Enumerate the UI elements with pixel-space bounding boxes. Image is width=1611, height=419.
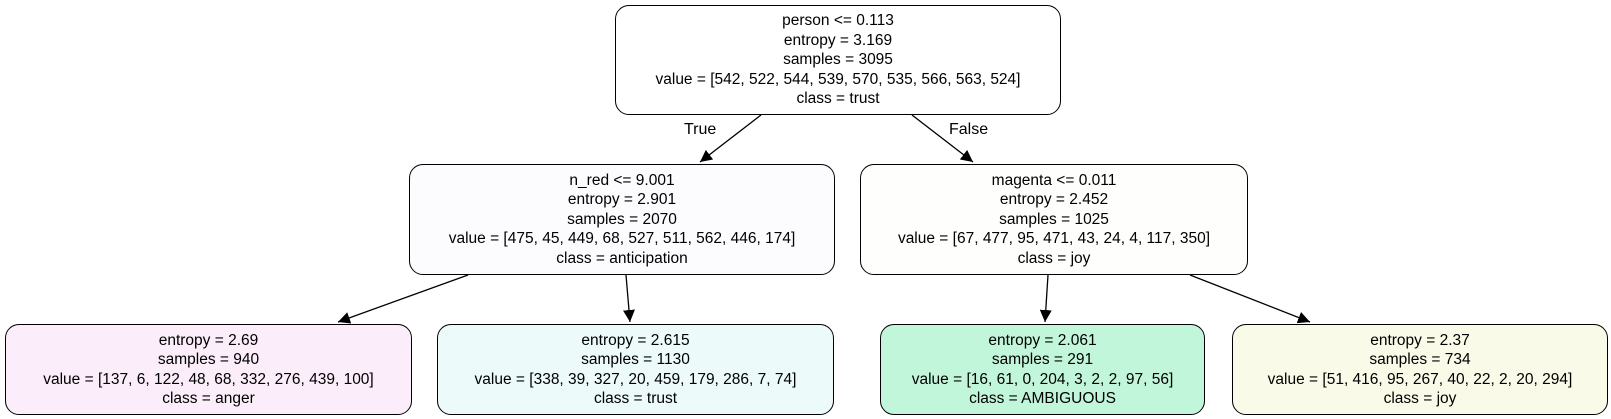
edge-root-left	[699, 114, 762, 163]
tree-node-root: person <= 0.113 entropy = 3.169 samples …	[615, 5, 1061, 115]
node-entropy: entropy = 2.061	[988, 331, 1097, 349]
node-condition: n_red <= 9.001	[569, 171, 675, 189]
node-entropy: entropy = 3.169	[783, 31, 893, 49]
node-class: class = anticipation	[556, 249, 688, 267]
node-class: class = AMBIGUOUS	[969, 390, 1116, 407]
node-entropy: entropy = 2.901	[567, 191, 677, 209]
tree-leaf-rr: entropy = 2.37 samples = 734 value = [51…	[1232, 324, 1608, 415]
node-samples: samples = 3095	[783, 51, 893, 69]
node-class: class = trust	[796, 90, 880, 108]
tree-node-right: magenta <= 0.011 entropy = 2.452 samples…	[860, 164, 1248, 275]
node-condition: magenta <= 0.011	[991, 171, 1117, 189]
tree-leaf-ll: entropy = 2.69 samples = 940 value = [13…	[5, 324, 412, 415]
edge-label-true: True	[684, 121, 717, 138]
node-samples: samples = 1025	[999, 210, 1109, 228]
node-value: value = [16, 61, 0, 204, 3, 2, 2, 97, 56…	[911, 370, 1174, 388]
node-samples: samples = 291	[991, 351, 1094, 368]
edge-right-rr	[1189, 274, 1311, 324]
node-value: value = [51, 416, 95, 267, 40, 22, 2, 20…	[1267, 370, 1573, 388]
node-samples: samples = 2070	[567, 210, 677, 228]
node-class: class = joy	[1383, 390, 1457, 407]
node-value: value = [338, 39, 327, 20, 459, 179, 286…	[474, 370, 797, 388]
edge-left-lr	[623, 274, 635, 323]
edge-label-false: False	[949, 121, 989, 138]
edge-root-right	[911, 114, 974, 163]
node-class: class = anger	[162, 390, 255, 407]
tree-leaf-rl: entropy = 2.061 samples = 291 value = [1…	[880, 324, 1205, 415]
node-entropy: entropy = 2.452	[999, 191, 1109, 209]
node-entropy: entropy = 2.37	[1370, 331, 1470, 349]
node-class: class = joy	[1017, 249, 1091, 267]
node-value: value = [542, 522, 544, 539, 570, 535, 5…	[655, 70, 1021, 88]
node-samples: samples = 734	[1369, 351, 1471, 368]
node-samples: samples = 940	[157, 351, 260, 368]
edge-right-rl	[1039, 274, 1052, 323]
node-samples: samples = 1130	[581, 351, 690, 368]
node-class: class = trust	[593, 390, 678, 407]
tree-node-left: n_red <= 9.001 entropy = 2.901 samples =…	[409, 164, 835, 275]
tree-leaf-lr: entropy = 2.615 samples = 1130 value = […	[437, 324, 834, 415]
node-entropy: entropy = 2.615	[581, 331, 690, 349]
edge-left-ll	[337, 274, 469, 324]
node-value: value = [137, 6, 122, 48, 68, 332, 276, …	[43, 370, 374, 388]
node-value: value = [475, 45, 449, 68, 527, 511, 562…	[448, 230, 796, 248]
node-entropy: entropy = 2.69	[158, 331, 259, 349]
node-condition: person <= 0.113	[782, 12, 894, 30]
node-value: value = [67, 477, 95, 471, 43, 24, 4, 11…	[897, 230, 1211, 248]
